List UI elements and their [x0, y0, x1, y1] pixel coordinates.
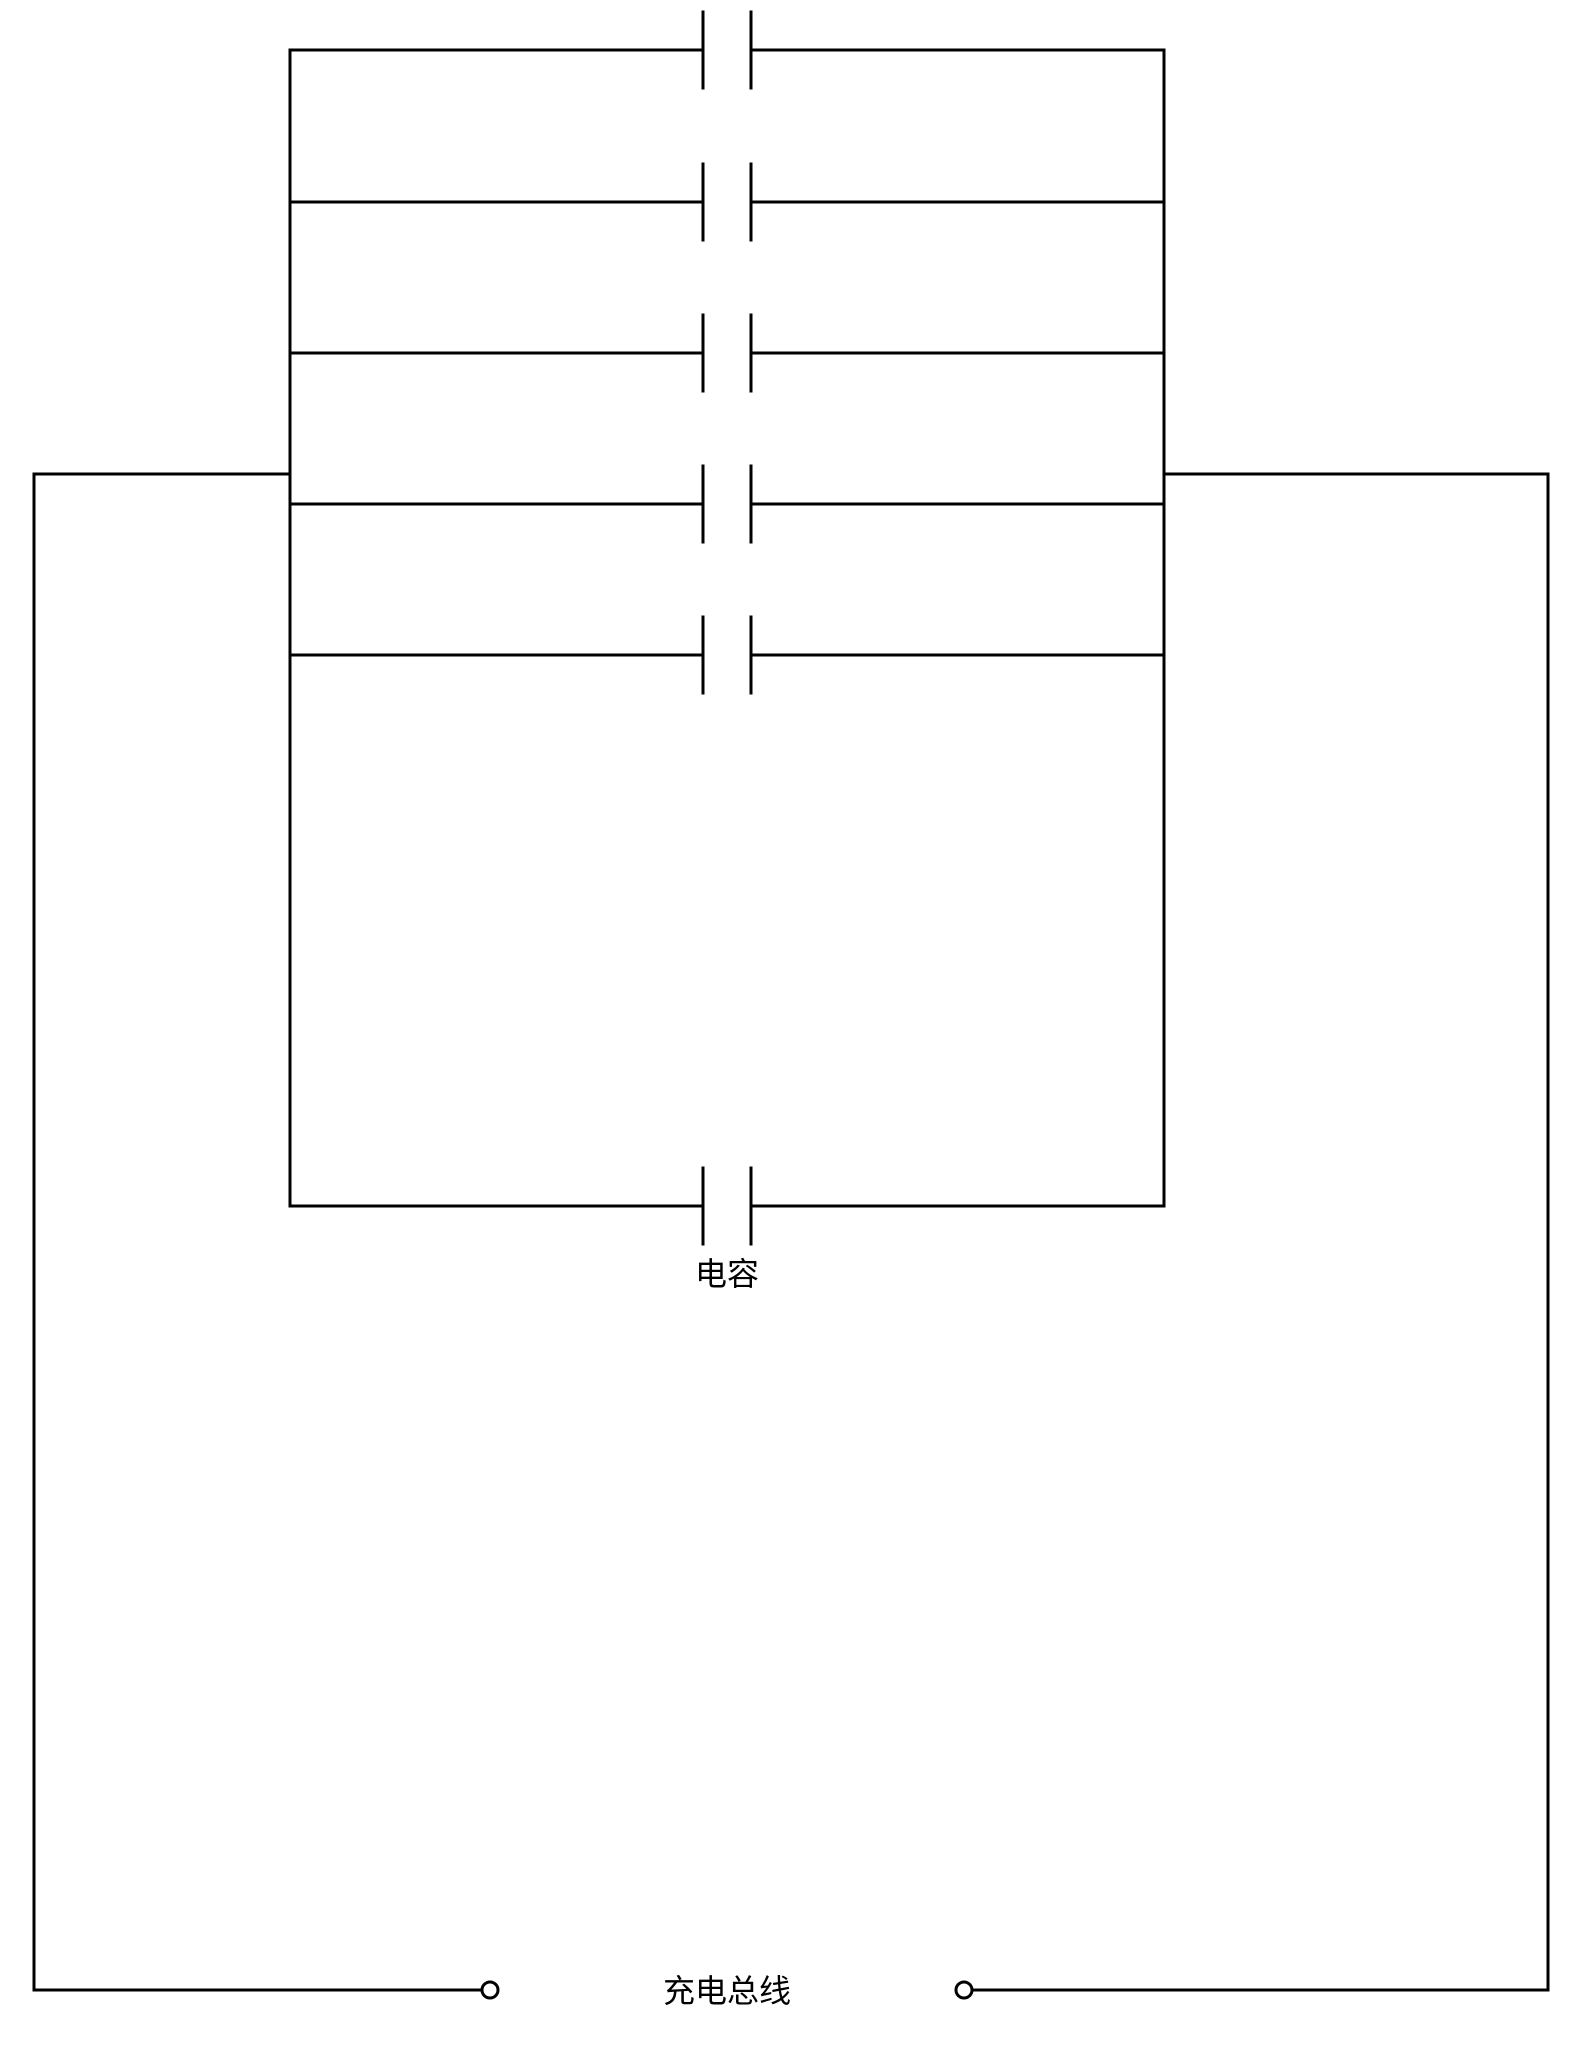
bus-label: 充电总线: [663, 1973, 791, 2009]
capacitor-label: 电容: [695, 1256, 759, 1292]
bus-terminal-left: [482, 1982, 498, 1998]
circuit-diagram: 电容充电总线: [0, 0, 1582, 2063]
bus-terminal-right: [956, 1982, 972, 1998]
